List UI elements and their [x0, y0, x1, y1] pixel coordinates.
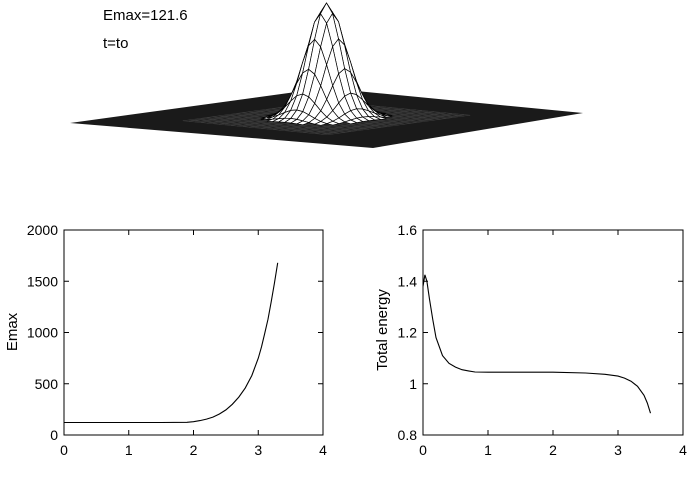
annotation-emax: Emax=121.6 [103, 7, 188, 24]
chart-total-energy-xtick-label: 3 [614, 442, 622, 458]
chart-total-energy-xtick-label: 4 [679, 442, 687, 458]
chart-total-energy-xtick-label: 2 [549, 442, 557, 458]
surface-base-grid-line [327, 115, 471, 135]
chart-total-energy-xtick-label: 0 [419, 442, 427, 458]
surface-base-grid-line [182, 120, 328, 135]
chart-emax-ytick-label: 1000 [27, 325, 58, 341]
chart-total-energy-ylabel: Total energy [374, 289, 391, 371]
chart-emax-xtick-label: 1 [125, 442, 133, 458]
chart-total-energy-ytick-label: 1.2 [398, 325, 418, 341]
chart-total-energy-ytick-label: 1.4 [398, 273, 418, 289]
chart-total-energy-xtick-label: 1 [484, 442, 492, 458]
chart-emax-ytick-label: 500 [35, 376, 59, 392]
chart-emax-xtick-label: 0 [60, 442, 68, 458]
surface-plot: Emax=121.6 t=to [70, 2, 583, 148]
chart-emax-ylabel: Emax [4, 312, 21, 351]
chart-emax: 0 1 2 3 4 0 500 1000 1500 2000 Emax [4, 222, 327, 458]
surface-mesh-cell [295, 120, 311, 126]
chart-total-energy-ytick-label: 0.8 [398, 427, 418, 443]
surface-mesh [182, 2, 471, 135]
surface-mesh-cell [343, 119, 358, 125]
chart-emax-series-line [64, 262, 279, 424]
chart-emax-ytick-label: 0 [50, 427, 58, 443]
chart-emax-ytick-label: 1500 [27, 273, 58, 289]
surface-mesh-cell [313, 121, 329, 126]
chart-emax-xtick-label: 3 [254, 442, 262, 458]
chart-total-energy-series-line [422, 274, 652, 414]
chart-emax-ytick-label: 2000 [27, 222, 58, 238]
chart-total-energy-ytick-label: 1.6 [398, 222, 418, 238]
chart-total-energy-axes-box [422, 229, 684, 436]
annotation-time: t=to [103, 35, 128, 52]
chart-total-energy-ticks: 0 1 2 3 4 0.8 1 1.2 1.4 1.6 [398, 222, 688, 458]
chart-emax-ticks: 0 1 2 3 4 0 500 1000 1500 2000 [27, 222, 327, 458]
chart-emax-axes-box [63, 229, 324, 436]
chart-total-energy: 0 1 2 3 4 0.8 1 1.2 1.4 1.6 Total energy [374, 222, 687, 458]
chart-total-energy-ytick-label: 1 [409, 376, 417, 392]
chart-emax-xtick-label: 4 [319, 442, 327, 458]
surface-mesh-cell [325, 120, 340, 126]
chart-emax-xtick-label: 2 [190, 442, 198, 458]
